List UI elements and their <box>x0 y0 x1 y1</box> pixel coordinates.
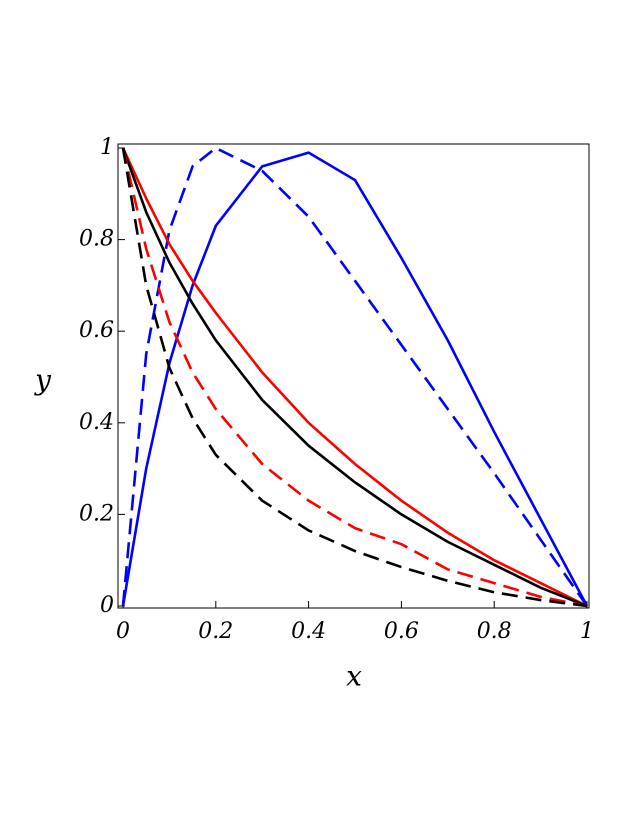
curve <box>121 146 589 607</box>
x-tick-label: 0 <box>116 619 130 644</box>
curve <box>121 147 588 608</box>
y-axis-label: y <box>33 364 52 397</box>
curve <box>121 147 588 608</box>
y-tick-label: 0.2 <box>79 501 114 526</box>
x-tick-label: 0.2 <box>198 619 233 644</box>
y-tick-label: 0 <box>100 593 114 618</box>
y-tick-label: 0.8 <box>79 227 114 252</box>
plot-frame <box>117 143 590 609</box>
curve <box>121 147 588 608</box>
y-tick-label: 0.4 <box>79 410 114 435</box>
y-tick-label: 1 <box>100 135 114 160</box>
x-tick-label: 0.8 <box>477 619 512 644</box>
curve <box>121 147 588 608</box>
x-tick-label: 0.4 <box>291 619 326 644</box>
x-axis-label: x <box>346 660 362 693</box>
curve <box>121 151 589 607</box>
y-tick-label: 0.6 <box>79 318 114 343</box>
x-tick-label: 1 <box>580 619 594 644</box>
x-tick-label: 0.6 <box>384 619 419 644</box>
